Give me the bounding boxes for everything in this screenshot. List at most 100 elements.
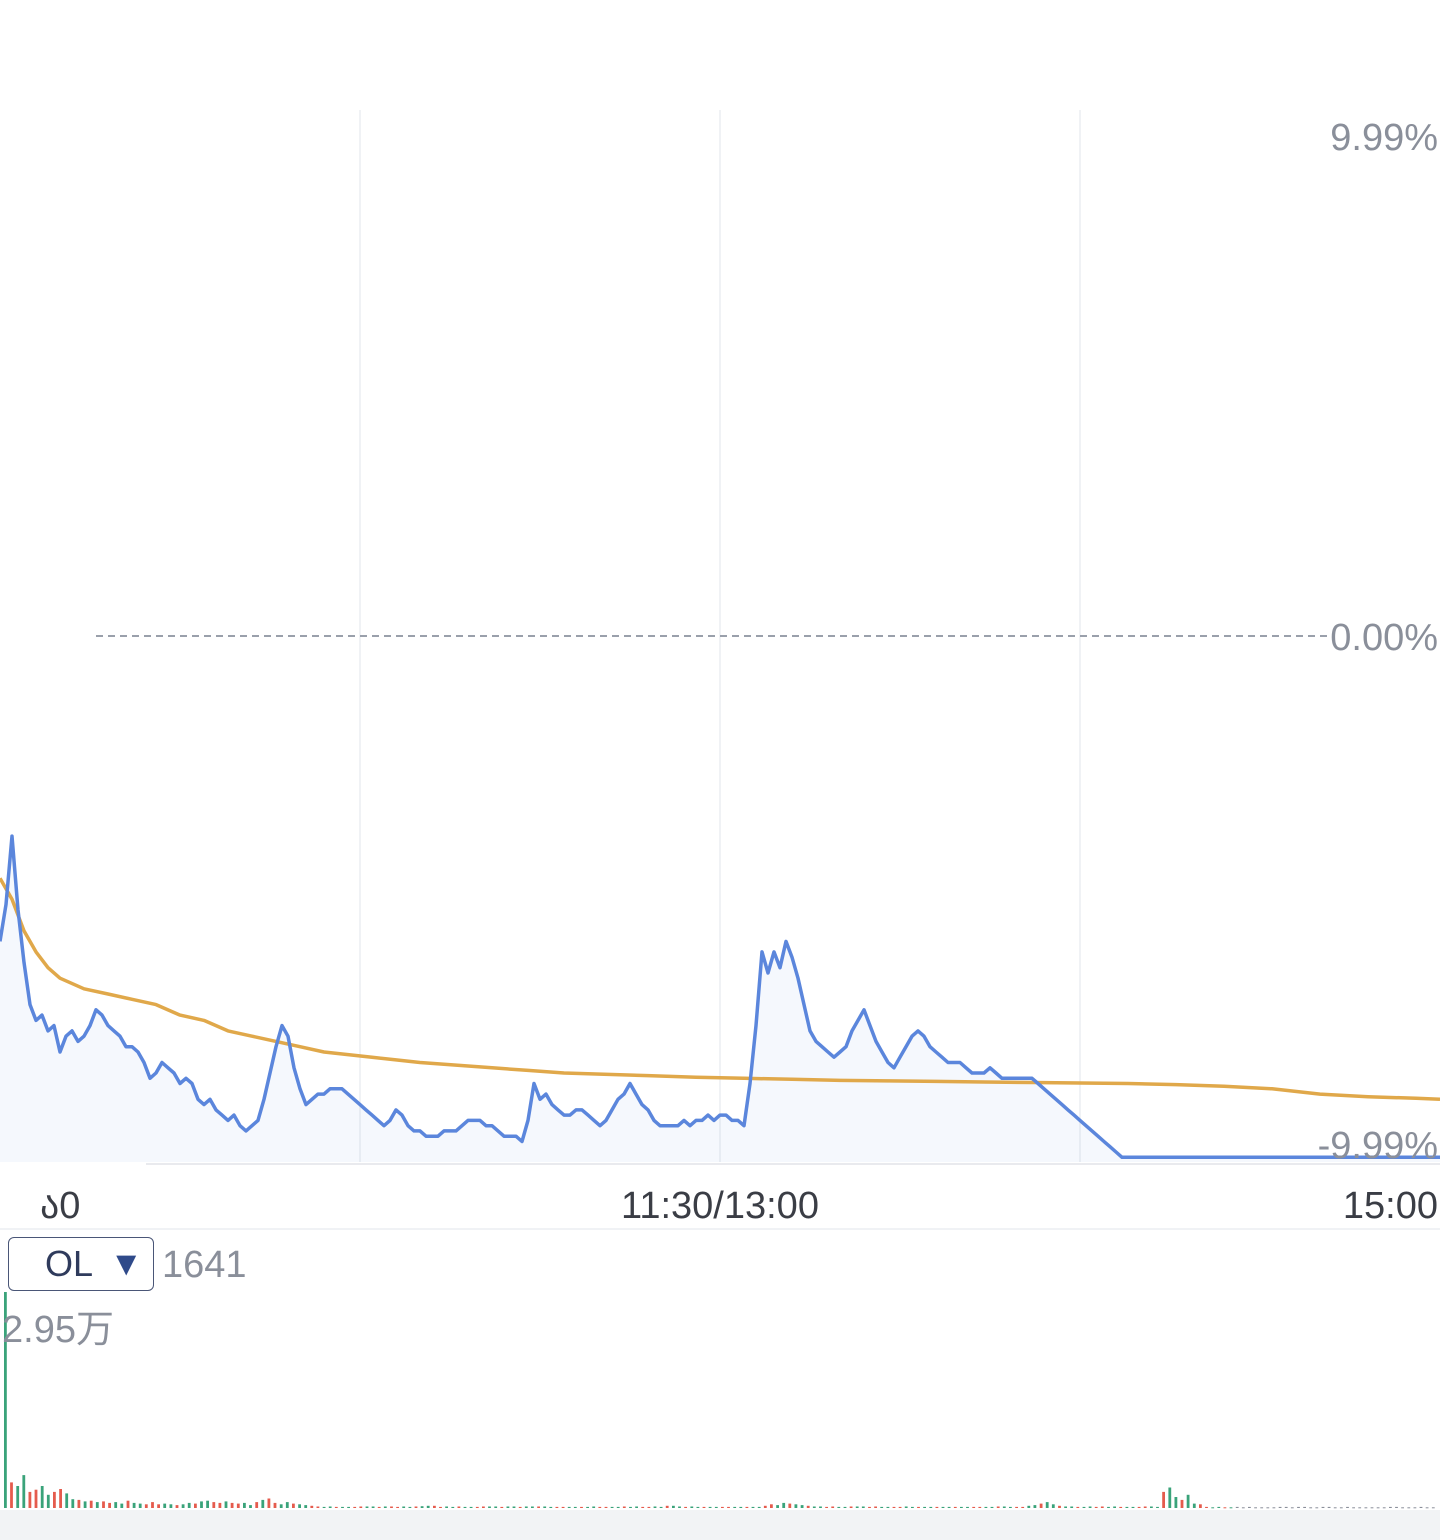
bottom-bar	[0, 1510, 1440, 1540]
volume-bar	[77, 1499, 81, 1508]
x-axis-close-time-label: 15:00	[1343, 1185, 1438, 1227]
volume-bar	[629, 1506, 632, 1508]
volume-bar	[641, 1506, 645, 1508]
average-price-line	[0, 877, 1440, 1102]
volume-bar	[120, 1503, 124, 1508]
volume-bar	[1278, 1506, 1282, 1508]
volume-bar	[714, 1506, 718, 1508]
volume-bar	[898, 1506, 902, 1508]
volume-bar	[739, 1506, 743, 1508]
volume-bar	[788, 1503, 792, 1508]
volume-bar	[512, 1506, 516, 1508]
volume-bar	[555, 1506, 559, 1508]
volume-bar	[334, 1506, 338, 1508]
volume-bar	[53, 1491, 56, 1508]
volume-bar	[1088, 1506, 1092, 1508]
volume-bar	[1315, 1507, 1319, 1509]
volume-bar	[721, 1506, 724, 1508]
volume-bar	[273, 1502, 277, 1508]
chevron-down-icon: ▼	[109, 1244, 143, 1283]
volume-bar	[261, 1499, 265, 1508]
volume-bar	[819, 1506, 822, 1508]
volume-bar	[457, 1506, 461, 1508]
y-axis-bottom-label: -9.99%	[1318, 1125, 1438, 1167]
volume-bar	[83, 1501, 87, 1508]
volume-bar	[46, 1494, 50, 1508]
volume-bar	[383, 1506, 387, 1508]
volume-bar	[175, 1505, 179, 1508]
volume-bar	[653, 1506, 657, 1508]
volume-bar	[89, 1500, 93, 1508]
volume-bar	[825, 1506, 828, 1508]
volume-bar	[561, 1506, 565, 1508]
volume-bar	[610, 1506, 614, 1508]
volume-bar	[304, 1505, 308, 1508]
volume-bar	[1009, 1506, 1012, 1508]
volume-bar	[71, 1499, 75, 1508]
volume-bar	[1156, 1506, 1159, 1508]
volume-bar	[500, 1506, 504, 1508]
volume-bar	[1199, 1504, 1202, 1508]
volume-bar	[647, 1506, 651, 1508]
volume-bar	[359, 1506, 363, 1508]
volume-bar	[598, 1506, 602, 1508]
volume-bar	[1327, 1506, 1331, 1508]
volume-bar	[868, 1506, 871, 1508]
volume-bar	[506, 1506, 510, 1508]
volume-bar	[157, 1504, 160, 1508]
volume-bar	[549, 1506, 553, 1508]
volume-bar	[1100, 1506, 1104, 1508]
volume-bar	[1272, 1507, 1276, 1509]
volume-bar	[95, 1502, 99, 1508]
volume-bar	[696, 1506, 700, 1508]
volume-bar	[1150, 1506, 1153, 1508]
volume-bar	[1321, 1506, 1325, 1508]
volume-bar	[1431, 1507, 1435, 1509]
volume-bar	[592, 1506, 596, 1508]
volume-bar	[1082, 1506, 1086, 1508]
volume-bar	[1284, 1506, 1288, 1508]
volume-bar	[439, 1506, 442, 1508]
volume-indicator-label: OL	[45, 1243, 94, 1284]
volume-bar	[16, 1486, 20, 1508]
volume-bar	[65, 1493, 69, 1508]
volume-bar	[371, 1506, 375, 1508]
volume-bar	[1407, 1507, 1411, 1509]
volume-bar	[426, 1505, 430, 1508]
volume-bar	[298, 1504, 301, 1508]
volume-bar	[187, 1502, 191, 1508]
volume-bar	[1143, 1506, 1147, 1508]
volume-bar	[543, 1506, 547, 1508]
volume-bar	[10, 1482, 13, 1508]
volume-bar	[1248, 1506, 1251, 1508]
volume-bar	[567, 1506, 571, 1508]
volume-bar	[886, 1506, 890, 1508]
volume-bar	[531, 1506, 534, 1508]
volume-indicator-selector[interactable]: OL ▼	[8, 1237, 154, 1291]
volume-bar	[966, 1506, 969, 1508]
volume-bar	[1125, 1506, 1129, 1508]
volume-bar	[1241, 1507, 1245, 1509]
volume-bar	[1045, 1502, 1049, 1508]
volume-bar	[1058, 1505, 1061, 1508]
volume-bar	[990, 1506, 994, 1508]
price-area-fill	[0, 836, 1440, 1162]
volume-bar	[1401, 1507, 1404, 1509]
volume-bar	[1346, 1506, 1349, 1508]
volume-bar	[1217, 1506, 1221, 1508]
volume-bars	[4, 1292, 1435, 1509]
volume-bar	[733, 1506, 737, 1508]
volume-bar	[310, 1505, 314, 1508]
volume-bar	[537, 1506, 540, 1508]
volume-bar	[34, 1489, 38, 1508]
volume-current-value: 1641	[162, 1244, 247, 1286]
volume-bar	[230, 1502, 234, 1508]
volume-bar	[1389, 1506, 1392, 1508]
volume-bar	[255, 1502, 259, 1508]
volume-bar	[28, 1491, 32, 1508]
volume-bar	[402, 1506, 406, 1508]
volume-bar	[249, 1505, 252, 1508]
volume-bar	[114, 1502, 118, 1508]
volume-bar	[1137, 1506, 1141, 1508]
